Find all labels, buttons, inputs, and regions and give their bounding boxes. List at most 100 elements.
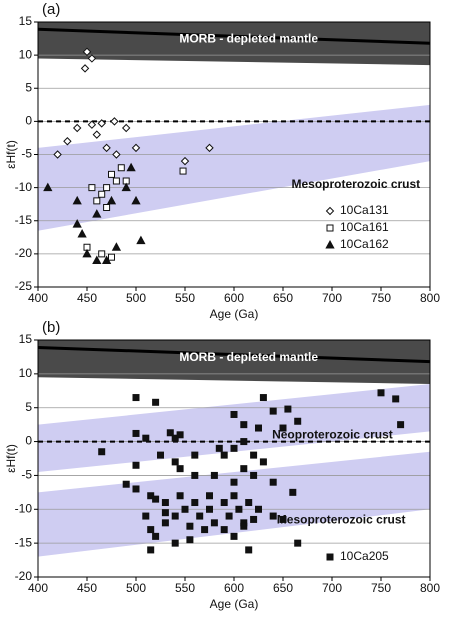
band-label: MORB - depleted mantle xyxy=(179,350,318,364)
boundary-line xyxy=(38,27,430,45)
point xyxy=(294,417,302,425)
point xyxy=(92,209,102,218)
point xyxy=(98,190,106,198)
y-tick-label: -20 xyxy=(15,569,33,583)
band-label: Neoproterozoic crust xyxy=(272,428,393,442)
x-tick-label: 550 xyxy=(175,291,195,305)
x-tick-label: 600 xyxy=(224,581,244,595)
point xyxy=(225,512,233,520)
legend-label: 10Ca205 xyxy=(340,549,389,563)
point xyxy=(103,184,111,192)
point xyxy=(132,429,140,437)
point xyxy=(240,438,248,446)
y-tick-label: -25 xyxy=(15,279,33,293)
point xyxy=(289,488,297,496)
y-tick-label: 0 xyxy=(25,114,32,128)
point xyxy=(230,478,238,486)
panel: MORB - depleted mantle Mesoproterozoic cr… xyxy=(4,1,440,321)
point xyxy=(245,546,253,554)
point xyxy=(397,421,405,429)
point xyxy=(191,471,199,479)
point xyxy=(269,512,277,520)
band-label: Mesoproterozoic crust xyxy=(277,512,406,526)
point xyxy=(235,505,243,513)
point xyxy=(98,448,106,456)
point xyxy=(250,451,258,459)
x-tick-label: 450 xyxy=(77,291,97,305)
point xyxy=(131,143,141,153)
point xyxy=(230,410,238,418)
x-axis-label: Age (Ga) xyxy=(210,307,259,321)
point xyxy=(180,156,190,166)
point xyxy=(147,526,155,534)
point xyxy=(147,546,155,554)
point xyxy=(191,451,199,459)
x-tick-label: 600 xyxy=(224,291,244,305)
point xyxy=(152,495,160,503)
plot-area xyxy=(38,340,430,577)
point xyxy=(43,182,53,192)
point xyxy=(269,478,277,486)
legend-marker xyxy=(326,224,334,232)
point xyxy=(250,515,258,523)
legend-label: 10Ca161 xyxy=(340,220,389,234)
point xyxy=(176,465,184,473)
point xyxy=(284,405,292,413)
y-axis-label: εHf(t) xyxy=(4,140,18,169)
point xyxy=(171,539,179,547)
point xyxy=(230,532,238,540)
point xyxy=(77,228,87,238)
point xyxy=(230,492,238,500)
y-tick-label: -10 xyxy=(15,501,33,515)
point xyxy=(92,130,102,139)
x-tick-label: 500 xyxy=(126,581,146,595)
point xyxy=(215,444,223,452)
x-tick-label: 400 xyxy=(28,581,48,595)
point xyxy=(259,458,267,466)
band xyxy=(38,384,430,473)
point xyxy=(122,480,130,488)
point xyxy=(106,195,117,205)
y-tick-label: -15 xyxy=(15,535,33,549)
point xyxy=(206,505,213,513)
point xyxy=(97,119,106,128)
x-tick-label: 500 xyxy=(126,291,146,305)
x-tick-label: 750 xyxy=(371,581,391,595)
point xyxy=(245,499,253,507)
point xyxy=(166,429,174,437)
point xyxy=(210,471,218,479)
y-tick-label: 15 xyxy=(19,14,33,28)
x-tick-label: 450 xyxy=(77,581,97,595)
point xyxy=(250,471,258,479)
point xyxy=(179,167,187,175)
plot-area xyxy=(38,22,430,287)
x-tick-label: 800 xyxy=(420,581,440,595)
legend-label: 10Ca131 xyxy=(340,203,389,217)
y-tick-label: -5 xyxy=(21,147,32,161)
point xyxy=(152,532,160,540)
point xyxy=(87,54,97,63)
y-tick-label: 10 xyxy=(19,47,33,61)
point xyxy=(126,162,136,172)
point xyxy=(157,451,164,459)
point xyxy=(132,394,140,402)
point xyxy=(377,389,385,397)
point xyxy=(206,492,213,500)
x-tick-label: 650 xyxy=(273,291,293,305)
y-tick-label: 15 xyxy=(19,332,33,346)
point xyxy=(72,123,82,133)
y-tick-label: -5 xyxy=(21,468,32,482)
point xyxy=(176,431,184,439)
point xyxy=(102,143,111,153)
y-tick-label: 10 xyxy=(19,366,33,380)
point xyxy=(72,195,82,205)
point xyxy=(101,255,112,264)
panel-label: (b) xyxy=(42,319,60,336)
point xyxy=(98,250,106,258)
point xyxy=(92,255,102,264)
point xyxy=(240,522,248,530)
point xyxy=(82,47,92,57)
point xyxy=(161,499,169,507)
x-tick-label: 650 xyxy=(273,581,293,595)
